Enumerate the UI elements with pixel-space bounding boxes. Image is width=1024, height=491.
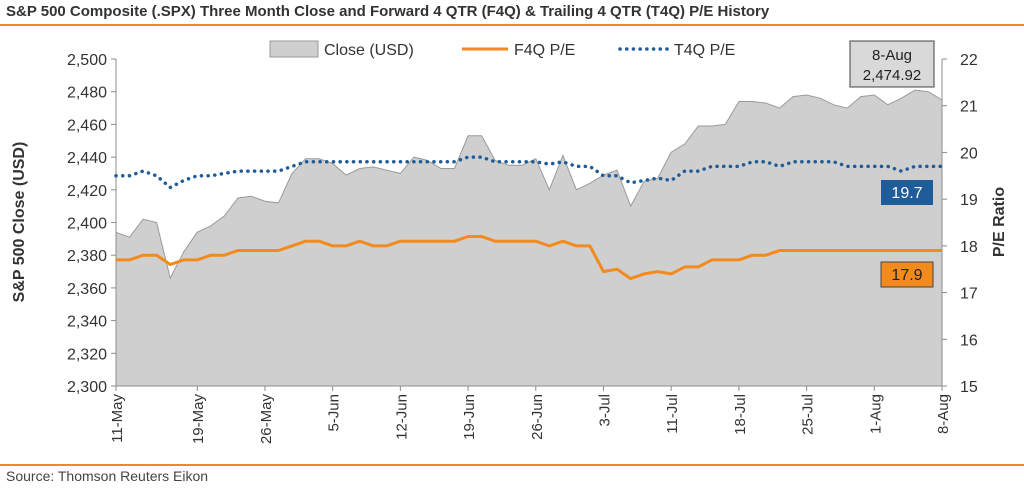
callout-date: 8-Aug	[872, 47, 912, 64]
y-tick-label: 2,340	[67, 314, 107, 331]
bottom-rule	[0, 464, 1024, 466]
legend-label-close: Close (USD)	[324, 42, 414, 59]
x-tick-label: 19-Jun	[461, 394, 478, 440]
x-tick-label: 5-Jun	[326, 394, 343, 432]
x-tick-label: 25-Jul	[800, 394, 817, 435]
legend-swatch-close	[269, 40, 319, 58]
y2-axis-title: P/E Ratio	[991, 187, 1008, 257]
chart: 2,300 2,320 2,340 2,360 2,380 2,400 2,420 2,440…	[11, 40, 1008, 445]
x-tick-label: 12-Jun	[393, 394, 410, 440]
y2-tick-label: 21	[960, 99, 978, 116]
f4q-line	[116, 235, 942, 281]
x-tick-label: 3-Jul	[596, 394, 613, 427]
x-tick-label: 19-May	[190, 394, 207, 445]
x-tick-label: 11-May	[109, 394, 126, 443]
y-tick-label: 2,420	[67, 183, 107, 200]
f4q-value-box	[880, 261, 934, 288]
y2-tick-label: 20	[960, 145, 978, 162]
y-tick-label: 2,440	[67, 150, 107, 167]
t4q-value-box	[881, 180, 933, 205]
x-tick-label: 26-Jun	[529, 394, 546, 440]
y-tick-label: 2,380	[67, 248, 107, 265]
legend-label-f4q: F4Q P/E	[514, 42, 575, 59]
f4q-value-label: 17.9	[891, 267, 922, 284]
y-tick-label: 2,480	[67, 85, 107, 102]
y-tick-label: 2,500	[67, 52, 107, 69]
x-tick-label: 1-Aug	[867, 394, 884, 434]
t4q-value-label: 19.7	[891, 185, 922, 202]
y2-tick-label: 22	[960, 52, 978, 69]
legend-label-t4q: T4Q P/E	[674, 42, 735, 59]
y-axis-title: S&P 500 Close (USD)	[11, 142, 28, 303]
y-tick-label: 2,400	[67, 216, 107, 233]
callout-close-value: 2,474.92	[863, 67, 921, 84]
y-tick-label: 2,360	[67, 281, 107, 298]
y-tick-label: 2,460	[67, 117, 107, 134]
y2-tick-label: 15	[960, 379, 978, 396]
source-note: Source: Thomson Reuters Eikon	[6, 468, 209, 484]
top-rule	[0, 24, 1024, 26]
chart-title: S&P 500 Composite (.SPX) Three Month Clo…	[6, 3, 770, 20]
x-tick-label: 26-May	[258, 394, 275, 445]
y2-tick-label: 18	[960, 239, 978, 256]
y-tick-label: 2,300	[67, 379, 107, 396]
t4q-line	[114, 155, 944, 190]
x-tick-label: 11-Jul	[664, 394, 681, 434]
y2-tick-label: 17	[960, 286, 978, 303]
y-tick-label: 2,320	[67, 346, 107, 363]
y2-tick-label: 19	[960, 192, 978, 209]
y2-tick-label: 16	[960, 332, 978, 349]
callout-close-box	[849, 40, 935, 88]
x-tick-label: 18-Jul	[732, 394, 749, 435]
close-area	[115, 89, 943, 387]
x-tick-label: 8-Aug	[935, 394, 952, 434]
